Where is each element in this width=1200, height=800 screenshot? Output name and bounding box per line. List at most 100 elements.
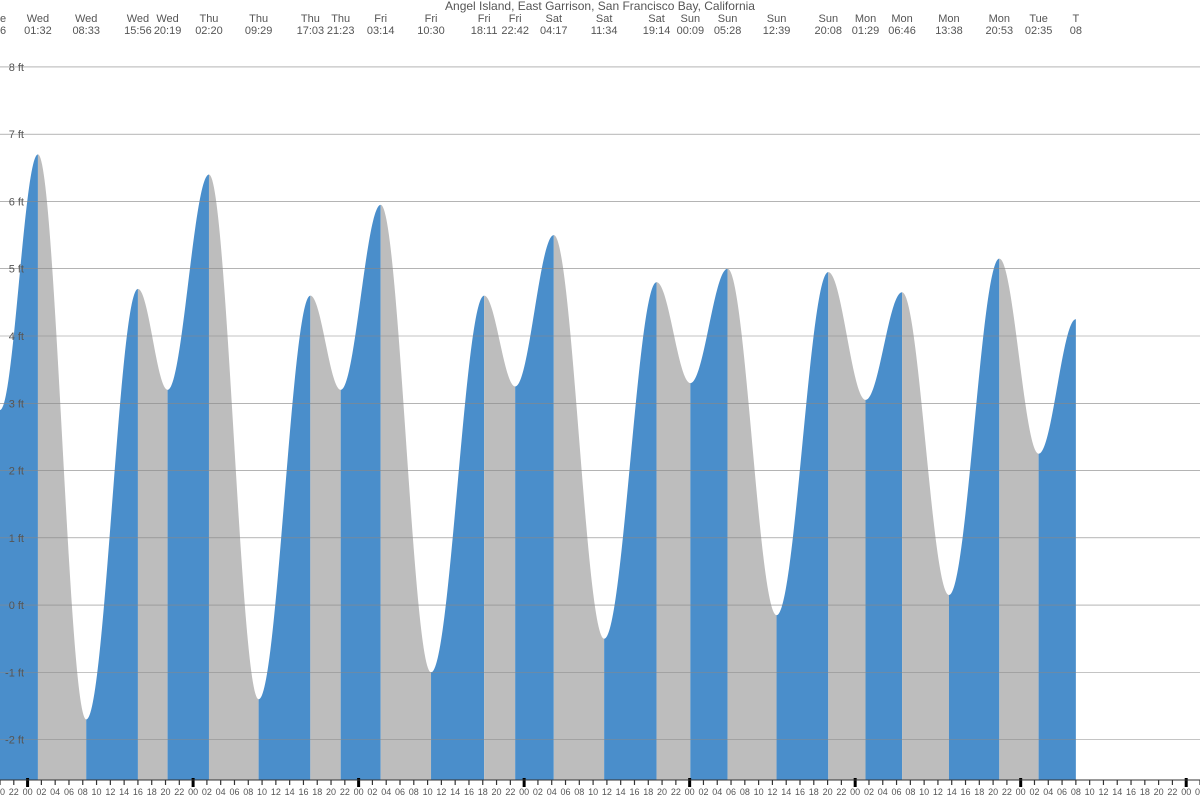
top-time-label: 20:19: [154, 25, 182, 37]
top-time-label: 04:17: [540, 25, 568, 37]
x-axis-label: 00: [685, 787, 695, 797]
x-axis-label: 14: [781, 787, 791, 797]
top-day-label: Sat: [648, 13, 665, 25]
top-day-label: Sat: [596, 13, 613, 25]
x-axis-label: 18: [1140, 787, 1150, 797]
y-axis-label: 0 ft: [9, 600, 24, 612]
top-time-label: 13:38: [935, 25, 963, 37]
x-axis-label: 12: [767, 787, 777, 797]
top-day-label: Mon: [855, 13, 876, 25]
top-day-label: Fri: [509, 13, 522, 25]
x-axis-label: 10: [92, 787, 102, 797]
x-axis-label: 02: [1195, 787, 1200, 797]
top-time-label: 00:09: [677, 25, 705, 37]
x-axis-label: 22: [174, 787, 184, 797]
y-axis-label: 1 ft: [9, 533, 24, 545]
top-day-label: Wed: [156, 13, 178, 25]
x-axis-label: 20: [657, 787, 667, 797]
x-axis-label: 10: [754, 787, 764, 797]
x-axis-label: 16: [629, 787, 639, 797]
x-axis-label: 20: [161, 787, 171, 797]
y-axis-label: 7 ft: [9, 129, 24, 141]
x-axis-label: 16: [1126, 787, 1136, 797]
top-day-label: T: [1072, 13, 1079, 25]
x-axis-label: 02: [1029, 787, 1039, 797]
x-axis-label: 08: [409, 787, 419, 797]
x-axis-label: 04: [712, 787, 722, 797]
x-axis-label: 00: [354, 787, 364, 797]
top-time-label: 06:46: [888, 25, 916, 37]
x-axis-label: 10: [1085, 787, 1095, 797]
top-day-label: Fri: [478, 13, 491, 25]
x-axis-label: 02: [367, 787, 377, 797]
x-axis-label: 22: [671, 787, 681, 797]
top-time-label: 17:03: [297, 25, 325, 37]
top-day-label: Tue: [1029, 13, 1048, 25]
x-axis-label: 10: [423, 787, 433, 797]
y-axis-label: 2 ft: [9, 466, 24, 478]
x-axis-label: 18: [478, 787, 488, 797]
top-day-label: Sun: [718, 13, 738, 25]
top-day-label: Wed: [127, 13, 149, 25]
top-day-label: Wed: [27, 13, 49, 25]
x-axis-label: 16: [133, 787, 143, 797]
x-axis-label: 06: [64, 787, 74, 797]
top-time-label: 19:14: [643, 25, 671, 37]
x-axis-label: 00: [519, 787, 529, 797]
top-time-label: 08:33: [72, 25, 100, 37]
x-axis-label: 00: [188, 787, 198, 797]
x-axis-label: 16: [961, 787, 971, 797]
x-axis-label: 20: [0, 787, 5, 797]
x-axis-label: 20: [326, 787, 336, 797]
top-time-label: 26: [0, 25, 6, 37]
x-axis-label: 06: [229, 787, 239, 797]
y-axis-label: 6 ft: [9, 196, 24, 208]
top-time-label: 02:20: [195, 25, 223, 37]
x-axis-label: 10: [588, 787, 598, 797]
x-axis-label: 02: [698, 787, 708, 797]
top-time-label: 20:08: [815, 25, 843, 37]
x-axis-label: 04: [50, 787, 60, 797]
top-time-label: 20:53: [986, 25, 1014, 37]
x-axis-label: 22: [9, 787, 19, 797]
top-time-label: 11:34: [591, 25, 618, 37]
x-axis-label: 22: [1167, 787, 1177, 797]
top-day-label: ue: [0, 13, 6, 25]
x-axis-label: 14: [947, 787, 957, 797]
x-axis-label: 14: [1112, 787, 1122, 797]
x-axis-label: 08: [243, 787, 253, 797]
top-day-label: Wed: [75, 13, 97, 25]
x-axis-label: 12: [1098, 787, 1108, 797]
x-axis-label: 16: [464, 787, 474, 797]
x-axis-label: 22: [340, 787, 350, 797]
x-axis-label: 02: [202, 787, 212, 797]
x-axis-label: 04: [381, 787, 391, 797]
top-time-label: 15:56: [124, 25, 152, 37]
tide-chart: -2 ft-1 ft0 ft1 ft2 ft3 ft4 ft5 ft6 ft7 …: [0, 0, 1200, 800]
x-axis-label: 16: [298, 787, 308, 797]
x-axis-label: 22: [1002, 787, 1012, 797]
x-axis-label: 18: [974, 787, 984, 797]
top-day-label: Fri: [425, 13, 438, 25]
x-axis-label: 20: [988, 787, 998, 797]
top-time-label: 02:35: [1025, 25, 1053, 37]
x-axis-label: 02: [864, 787, 874, 797]
x-axis-label: 06: [561, 787, 571, 797]
x-axis-label: 12: [271, 787, 281, 797]
x-axis-label: 14: [119, 787, 129, 797]
top-time-label: 01:29: [852, 25, 880, 37]
x-axis-label: 02: [36, 787, 46, 797]
x-axis-label: 22: [836, 787, 846, 797]
x-axis-label: 12: [105, 787, 115, 797]
x-axis-label: 04: [1043, 787, 1053, 797]
x-axis-label: 14: [285, 787, 295, 797]
y-axis-label: 4 ft: [9, 331, 24, 343]
x-axis-label: 00: [1016, 787, 1026, 797]
x-axis-label: 14: [450, 787, 460, 797]
top-day-label: Mon: [891, 13, 912, 25]
top-time-label: 22:42: [501, 25, 529, 37]
top-day-label: Sun: [818, 13, 838, 25]
x-axis-label: 12: [436, 787, 446, 797]
x-axis-label: 10: [257, 787, 267, 797]
x-axis-label: 08: [574, 787, 584, 797]
